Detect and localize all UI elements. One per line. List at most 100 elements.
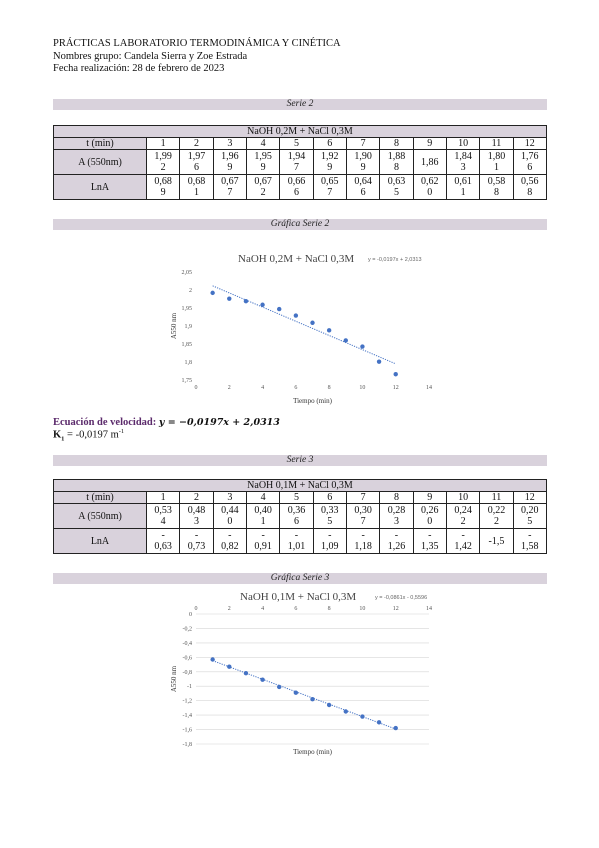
t-cell: 1 xyxy=(145,491,181,504)
t-cell: 2 xyxy=(179,137,214,150)
cell-line-2: 6 xyxy=(193,162,199,173)
cell-line-1: 0,48 xyxy=(187,505,206,516)
cell-line-1: - xyxy=(361,530,365,541)
cell-line-2: 9 xyxy=(327,162,333,173)
x-tick-label: 14 xyxy=(426,606,432,612)
grafica2-band: Gráfica Serie 2 xyxy=(53,219,547,230)
cell-line-2: 0,82 xyxy=(221,541,239,552)
cell-line-1: 0,56 xyxy=(521,176,539,187)
cell-line-1: - xyxy=(294,530,299,541)
grafica2-chart: NaOH 0,2M + NaCl 0,3M y = -0,0197x + 2,03… xyxy=(160,240,450,410)
x-tick-label: 10 xyxy=(359,606,365,612)
y-tick-label: -1,2 xyxy=(183,699,193,705)
cell-line-2: 0 xyxy=(227,516,233,527)
t-cell: 12 xyxy=(512,137,548,150)
document-title: PRÁCTICAS LABORATORIO TERMODINÁMICA Y CI… xyxy=(53,38,341,49)
serie2-table: NaOH 0,2M + NaCl 0,3M t (min) 1 2 3 4 5 6 7 8 9 10 1… xyxy=(53,125,548,200)
cell-line-2: 1 xyxy=(493,162,499,173)
cell-line-2: 1,42 xyxy=(454,541,472,552)
y-tick-label: 1,8 xyxy=(185,360,193,366)
serie3-table: NaOH 0,1M + NaCl 0,3M t (min) 1 2 3 4 5 6 7 8 9 10 1… xyxy=(53,479,548,554)
lna-cell: 0,66 6 xyxy=(279,174,314,200)
data-point xyxy=(343,709,348,714)
cell-line-2: 6 xyxy=(360,187,366,198)
cell-line-2: 9 xyxy=(260,162,266,173)
table-caption: NaOH 0,1M + NaCl 0,3M xyxy=(53,479,547,492)
a-cell: 1,80 1 xyxy=(479,149,514,175)
lna-cell: 0,67 2 xyxy=(245,174,281,200)
data-point xyxy=(277,306,282,312)
cell-line-1: - xyxy=(428,530,432,541)
cell-line-1: 0,20 xyxy=(521,505,539,516)
cell-line-2: 0,91 xyxy=(254,541,272,552)
grafica3-svg: NaOH 0,1M + NaCl 0,3M y = -0,0861x - 0,55… xyxy=(170,591,432,756)
t-cell: 7 xyxy=(345,491,381,504)
t-cell: 8 xyxy=(379,491,414,504)
y-tick-label: -0,8 xyxy=(183,670,193,676)
data-point xyxy=(360,344,365,349)
cell-line-1: - xyxy=(261,530,265,541)
cell-line-1: 0,24 xyxy=(454,505,472,516)
x-tick-label: 0 xyxy=(195,606,198,612)
t-cell: 10 xyxy=(445,491,481,504)
cell-line-1: - xyxy=(228,530,232,541)
t-cell: 4 xyxy=(245,137,281,150)
lna-cell: 0,65 7 xyxy=(312,174,347,200)
x-axis-label: Tiempo (min) xyxy=(293,397,332,405)
x-tick-label: 8 xyxy=(328,606,331,612)
t-cell: 9 xyxy=(412,491,447,504)
cell-line-2: 1 xyxy=(193,187,199,198)
t-cell: 5 xyxy=(279,137,314,150)
cell-line-1: 0,40 xyxy=(254,505,272,516)
grafica3-chart: NaOH 0,1M + NaCl 0,3M y = -0,0861x - 0,55… xyxy=(160,586,450,758)
cell-line-2: 3 xyxy=(193,516,199,527)
cell-line-2: 3 xyxy=(393,516,399,527)
a-cell: 0,30 7 xyxy=(345,503,381,529)
y-tick-label: 1,75 xyxy=(182,378,193,384)
data-point xyxy=(326,702,332,708)
lna-cell: 0,64 6 xyxy=(345,174,381,200)
grafica2-svg: NaOH 0,2M + NaCl 0,3M y = -0,0197x + 2,03… xyxy=(170,253,432,405)
t-cell: 11 xyxy=(479,491,514,504)
y-tick-label: 1,95 xyxy=(182,306,193,312)
lna-cell: -0,73 xyxy=(179,528,214,554)
data-point xyxy=(227,664,232,669)
a-cell: 1,99 2 xyxy=(145,149,181,175)
lna-cell: 0,56 8 xyxy=(512,174,548,200)
cell-line-2: 1,58 xyxy=(521,541,539,552)
t-cell: 8 xyxy=(379,137,414,150)
x-tick-label: 12 xyxy=(393,606,399,612)
t-cell: 12 xyxy=(512,491,548,504)
cell-line-2: 4 xyxy=(160,516,166,527)
cell-line-2: 6 xyxy=(527,162,533,173)
cell-line-2: 5 xyxy=(327,516,333,527)
k-value-text: = -0,0197 m xyxy=(64,429,119,441)
y-axis-label: A550 nm xyxy=(170,312,178,339)
lna-cell: -1,42 xyxy=(445,528,481,554)
lna-cell: 0,68 9 xyxy=(145,174,181,200)
lna-cell: -1,26 xyxy=(379,528,414,554)
cell-line-2: 0,73 xyxy=(187,541,206,552)
velocity-equation-label: Ecuación de velocidad: xyxy=(53,417,157,428)
a-cell: 0,26 0 xyxy=(412,503,447,529)
k-unit-exponent: -1 xyxy=(118,428,125,435)
lna-cell: 0,68 1 xyxy=(179,174,214,200)
cell-line-2: 7 xyxy=(227,187,233,198)
k1-value: K1 = -0,0197 m-1 xyxy=(53,428,124,443)
data-point xyxy=(393,725,398,731)
data-point xyxy=(376,720,382,725)
data-point xyxy=(260,302,265,307)
chart-title: NaOH 0,1M + NaCl 0,3M xyxy=(240,591,356,603)
trendline xyxy=(212,285,396,365)
k-label: K xyxy=(53,429,62,441)
cell-line-1: 0,62 xyxy=(421,176,439,187)
data-point xyxy=(393,372,398,377)
cell-line-1: - xyxy=(528,530,532,541)
lna-cell: 0,62 0 xyxy=(412,174,447,200)
cell-line-1: 1,90 xyxy=(354,151,372,162)
x-tick-label: 6 xyxy=(294,606,297,612)
row-header-a: A (550nm) xyxy=(53,149,147,175)
trendline xyxy=(212,660,396,730)
a-cell: 0,22 2 xyxy=(479,503,514,529)
y-tick-label: 2,05 xyxy=(182,270,193,276)
